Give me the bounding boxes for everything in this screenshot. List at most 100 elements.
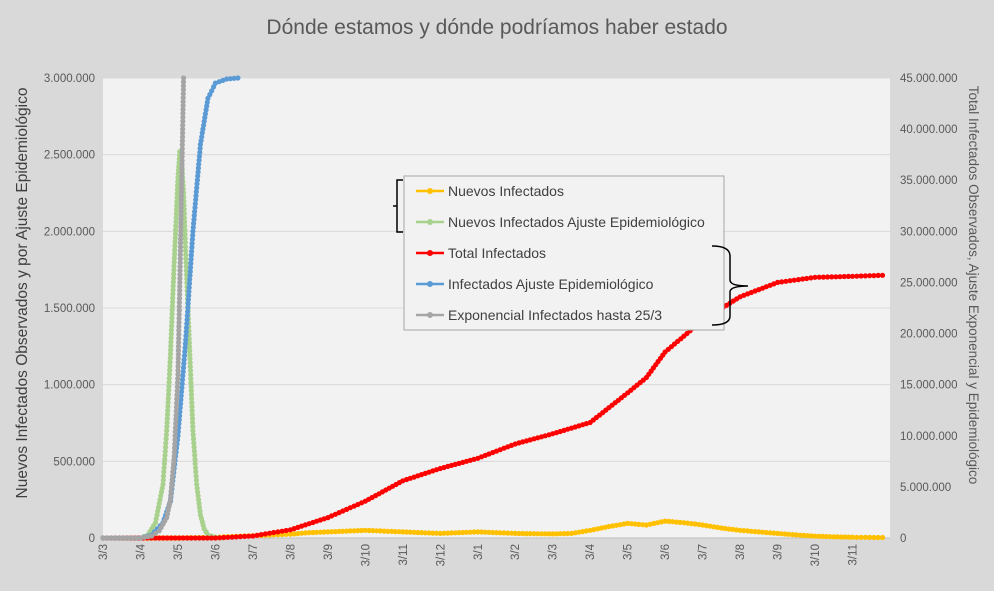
data-point: [180, 126, 186, 132]
data-point: [400, 529, 406, 535]
data-point: [100, 535, 106, 541]
data-point: [179, 146, 185, 152]
data-point: [169, 303, 175, 309]
data-point: [531, 531, 537, 537]
data-point: [161, 461, 167, 467]
data-point: [778, 531, 784, 537]
data-point: [183, 256, 189, 262]
data-point: [329, 529, 335, 535]
data-point: [170, 287, 176, 293]
data-point: [217, 535, 223, 541]
y-tick-label: 0: [89, 533, 95, 545]
data-point: [188, 380, 194, 386]
data-point: [523, 531, 530, 537]
data-point: [187, 356, 193, 362]
legend: Nuevos Infectados Nuevos Infectados Ajust…: [393, 175, 749, 331]
data-point: [493, 530, 500, 536]
data-point: [180, 79, 187, 85]
data-point: [188, 252, 194, 258]
data-point: [795, 277, 802, 283]
data-point: [209, 88, 215, 94]
data-point: [182, 244, 188, 250]
y2-tick-label: 0: [900, 533, 906, 545]
data-point: [191, 216, 197, 223]
data-point: [801, 532, 807, 539]
data-point: [849, 273, 856, 279]
data-point: [340, 528, 346, 534]
data-point: [191, 220, 197, 226]
data-point: [192, 457, 198, 463]
data-point: [242, 533, 248, 540]
data-point: [194, 485, 200, 491]
data-point: [174, 396, 180, 402]
data-point: [670, 519, 676, 525]
data-point: [170, 299, 176, 305]
data-point: [396, 529, 402, 535]
data-point: [538, 531, 545, 537]
data-point: [191, 212, 197, 219]
data-point: [182, 235, 188, 241]
series-layer: [100, 75, 886, 541]
data-point: [520, 530, 526, 537]
data-point: [163, 432, 169, 438]
data-point: [871, 273, 877, 279]
data-point: [460, 529, 466, 536]
data-point: [186, 285, 192, 291]
data-point: [168, 484, 175, 490]
data-point: [195, 173, 201, 179]
data-point: [178, 193, 184, 199]
data-point: [176, 535, 182, 541]
data-point: [166, 371, 173, 377]
data-point: [177, 268, 183, 274]
data-point: [267, 530, 273, 536]
data-point: [193, 193, 199, 199]
data-point: [176, 323, 182, 329]
data-point: [812, 274, 818, 280]
data-point: [834, 534, 841, 540]
data-point: [179, 385, 185, 391]
data-point: [191, 448, 197, 454]
data-point: [527, 531, 533, 537]
data-point: [183, 337, 189, 343]
x-tick-label: 3/5: [173, 544, 185, 560]
data-point: [771, 530, 777, 536]
data-point: [167, 351, 174, 357]
data-point: [275, 529, 281, 535]
data-point: [823, 533, 829, 540]
data-point: [808, 275, 814, 281]
data-point: [129, 535, 135, 541]
data-point: [804, 275, 810, 282]
data-point: [779, 279, 785, 285]
data-point: [179, 158, 185, 164]
data-point: [824, 274, 831, 280]
y2-tick-label: 45.000.000: [900, 73, 958, 85]
data-point: [189, 244, 195, 250]
y2-axis-title: Total Infectados Observados, Ajuste Expo…: [966, 86, 981, 484]
data-point: [196, 161, 202, 167]
data-point: [180, 106, 186, 113]
data-point: [237, 534, 243, 540]
data-point: [176, 311, 182, 317]
legend-brace-right: [711, 245, 749, 326]
data-point: [165, 391, 172, 397]
data-point: [188, 388, 194, 394]
data-point: [174, 392, 180, 398]
data-point: [175, 343, 182, 349]
data-point: [535, 531, 541, 537]
data-point: [204, 99, 210, 105]
data-point: [516, 530, 522, 537]
data-point: [192, 535, 198, 541]
y2-tick-label: 30.000.000: [900, 226, 958, 238]
data-point: [179, 173, 185, 179]
data-point: [189, 396, 195, 402]
data-point: [197, 149, 203, 155]
data-point: [172, 441, 178, 447]
data-point: [306, 530, 312, 536]
series-exponencial-infectados-hasta-25-3: [100, 75, 187, 541]
data-point: [193, 473, 199, 479]
data-point: [733, 527, 739, 533]
data-point: [197, 508, 203, 514]
data-point: [351, 528, 357, 534]
legend-label: Total Infectados: [448, 245, 546, 261]
data-point: [482, 529, 488, 535]
